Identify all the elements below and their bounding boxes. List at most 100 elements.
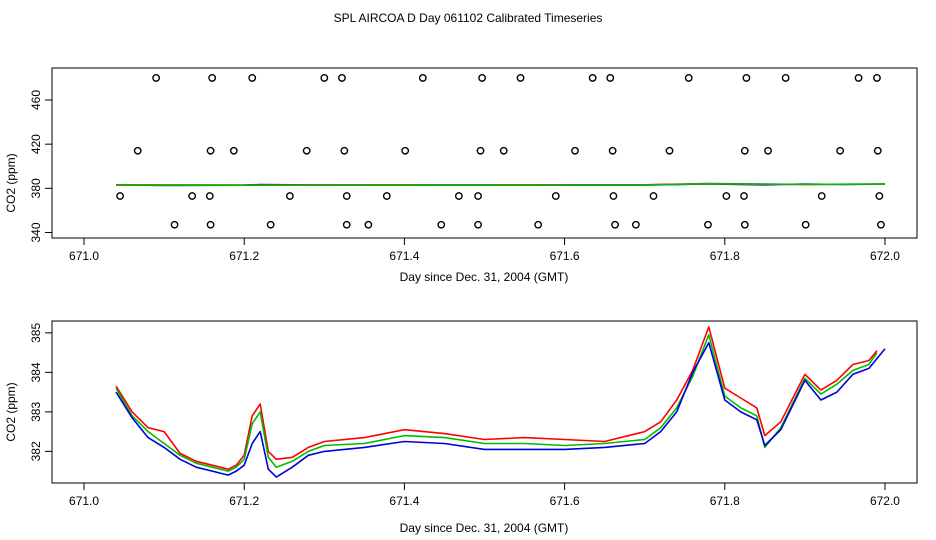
y-axis-label: CO2 (ppm) (4, 382, 18, 441)
y-tick-label: 385 (29, 323, 43, 343)
scatter-point (873, 146, 882, 155)
scatter-point (534, 220, 543, 229)
series-line-green (116, 183, 886, 186)
scatter-point (608, 146, 617, 155)
scatter-point (229, 146, 238, 155)
x-tick-label: 671.2 (229, 494, 259, 508)
plot-frame (51, 67, 918, 239)
panel-top-scatter: 671.0 671.2 671.4 671.6 671.8 672.0 340 380 420… (4, 67, 918, 284)
x-tick-label: 671.8 (710, 494, 740, 508)
x-tick-label: 671.0 (69, 249, 99, 263)
y-tick-label: 380 (29, 178, 43, 198)
x-axis-ticks: 671.0 671.2 671.4 671.6 671.8 672.0 (69, 238, 900, 263)
scatter-point (873, 74, 881, 82)
scatter-point (704, 220, 712, 229)
scatter-point (801, 220, 810, 229)
scatter-points (116, 74, 885, 229)
scatter-point (320, 74, 329, 82)
x-tick-label: 672.0 (870, 249, 900, 263)
scatter-point (740, 192, 748, 200)
scatter-point (401, 146, 410, 155)
scatter-point (875, 192, 884, 200)
scatter-point (248, 74, 257, 82)
x-axis-ticks: 671.0 671.2 671.4 671.6 671.8 672.0 (69, 483, 900, 508)
y-axis-label: CO2 (ppm) (4, 153, 18, 212)
scatter-point (742, 74, 751, 82)
scatter-point (571, 146, 579, 155)
scatter-point (338, 74, 346, 82)
x-axis-label: Day since Dec. 31, 2004 (GMT) (400, 521, 569, 535)
scatter-point (684, 74, 693, 82)
y-axis-ticks: 382 383 384 385 (29, 323, 52, 461)
plot-frame (51, 320, 918, 484)
x-tick-label: 672.0 (870, 494, 900, 508)
scatter-point (206, 220, 215, 229)
y-tick-label: 460 (29, 90, 43, 110)
scatter-point (817, 192, 826, 200)
scatter-point (152, 74, 161, 82)
scatter-point (206, 146, 215, 155)
scatter-point (499, 146, 508, 155)
scatter-point (649, 192, 658, 200)
scatter-point (285, 192, 294, 200)
scatter-point (476, 146, 485, 155)
scatter-point (551, 192, 560, 200)
scatter-point (382, 192, 391, 200)
scatter-point (609, 192, 618, 200)
scatter-point (606, 74, 615, 82)
figure-title: SPL AIRCOA D Day 061102 Calibrated Times… (334, 11, 603, 25)
scatter-point (611, 220, 619, 229)
x-tick-label: 671.0 (69, 494, 99, 508)
scatter-point (454, 192, 463, 200)
scatter-point (877, 220, 885, 229)
scatter-point (170, 220, 179, 229)
scatter-point (340, 146, 349, 155)
panel-bottom-line: 671.0 671.2 671.4 671.6 671.8 672.0 382 383 384… (4, 320, 918, 535)
scatter-point (740, 220, 749, 229)
series-line-green (115, 333, 878, 472)
scatter-point (478, 74, 486, 82)
y-tick-label: 340 (29, 222, 43, 242)
scatter-point (781, 74, 790, 82)
scatter-point (133, 146, 142, 155)
series-lines (116, 182, 886, 187)
x-tick-label: 671.4 (389, 494, 419, 508)
scatter-point (208, 74, 217, 82)
scatter-point (205, 192, 214, 200)
scatter-point (342, 192, 351, 200)
scatter-point (516, 74, 525, 82)
scatter-point (588, 74, 597, 82)
scatter-point (266, 220, 275, 229)
scatter-point (342, 220, 351, 229)
scatter-point (854, 74, 863, 82)
x-tick-label: 671.6 (550, 494, 580, 508)
series-line-blue (115, 341, 886, 478)
scatter-point (302, 146, 311, 155)
scatter-point (722, 192, 731, 200)
x-tick-label: 671.8 (710, 249, 740, 263)
scatter-point (764, 146, 772, 155)
scatter-point (836, 146, 845, 155)
scatter-point (631, 220, 640, 229)
series-lines (115, 326, 886, 478)
scatter-point (364, 220, 373, 229)
y-tick-label: 420 (29, 134, 43, 154)
scatter-point (474, 220, 482, 229)
y-axis-ticks: 340 380 420 460 (29, 90, 52, 242)
scatter-point (437, 220, 446, 229)
scatter-point (740, 146, 749, 155)
x-tick-label: 671.6 (550, 249, 580, 263)
y-tick-label: 382 (29, 441, 43, 461)
y-tick-label: 384 (29, 362, 43, 382)
y-tick-label: 383 (29, 402, 43, 422)
scatter-point (418, 74, 427, 82)
scatter-point (665, 146, 674, 155)
x-tick-label: 671.2 (229, 249, 259, 263)
scatter-point (188, 192, 197, 200)
x-tick-label: 671.4 (389, 249, 419, 263)
scatter-point (474, 192, 482, 200)
series-line-red (115, 326, 878, 471)
scatter-point (116, 192, 124, 200)
x-axis-label: Day since Dec. 31, 2004 (GMT) (400, 270, 569, 284)
